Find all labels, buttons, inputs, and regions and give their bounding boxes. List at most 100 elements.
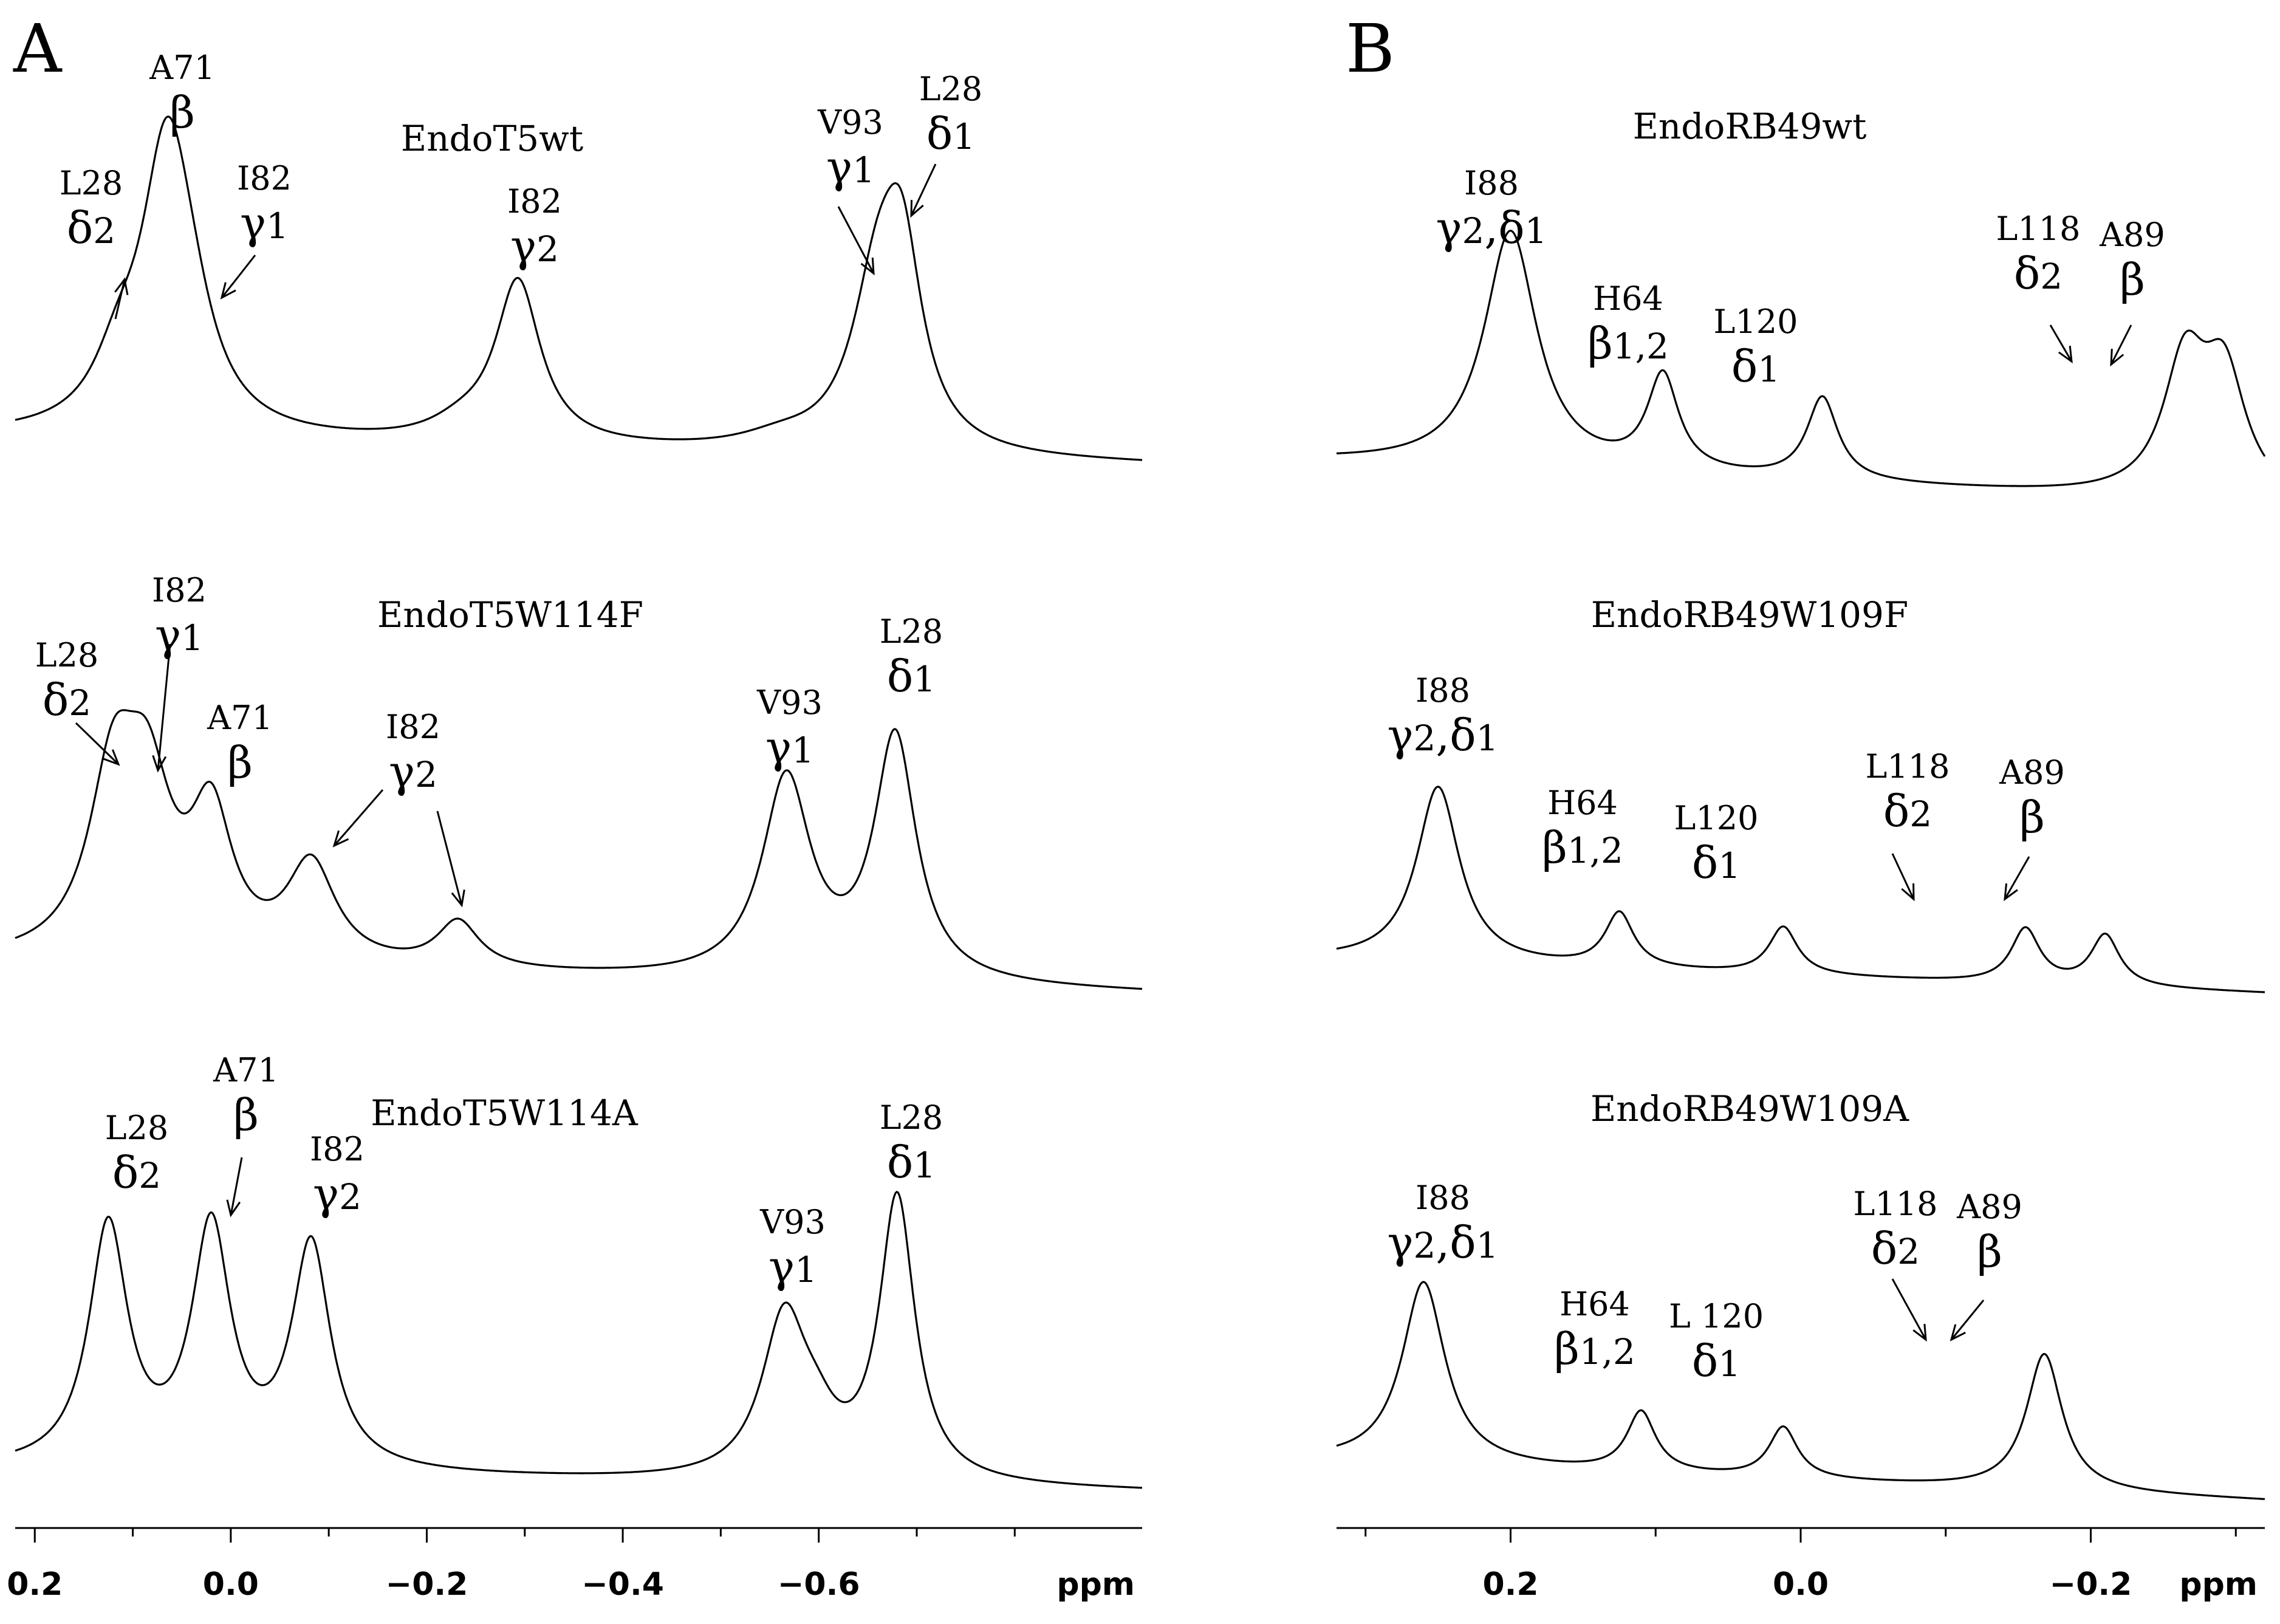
peak-atom-label: γ2,δ1 [1387, 710, 1498, 761]
peak-atom-label: β [1977, 1226, 2002, 1277]
label-arrow-head [2110, 348, 2124, 367]
peak-residue-label: H64 [1593, 279, 1663, 318]
label-arrow-head [1912, 1323, 1927, 1342]
x-tick-label: −0.4 [581, 1566, 664, 1603]
peak-atom-label: γ2 [313, 1168, 361, 1219]
peak-residue-label: L118 [1854, 1185, 1938, 1223]
label-arrow-line [1950, 1300, 1985, 1340]
label-arrow-head [2004, 883, 2018, 902]
peak-atom-label: β [227, 737, 253, 788]
peak-residue-label: A89 [1956, 1188, 2022, 1226]
panel-letter-b: B [1346, 10, 1395, 87]
x-tick-label: 0.2 [7, 1566, 63, 1603]
peak-residue-label: H64 [1547, 784, 1618, 822]
spectrum-trace [1336, 786, 2265, 993]
label-arrow-head [152, 755, 167, 773]
peak-residue-label: A89 [2099, 216, 2165, 254]
peak-atom-label: δ1 [887, 1137, 936, 1188]
label-arrow-head [860, 257, 875, 276]
peak-residue-label: L 120 [1669, 1297, 1764, 1335]
label-arrow-line [333, 789, 384, 846]
x-tick-label: −0.2 [386, 1566, 468, 1603]
peak-atom-label: β [2120, 254, 2145, 305]
peak-atom-label: δ2 [1871, 1223, 1920, 1274]
peak-residue-label: A89 [1999, 753, 2065, 792]
label-arrow-head [2058, 345, 2073, 364]
peak-residue-label: L120 [1674, 799, 1759, 837]
label-arrow-head [103, 749, 120, 766]
spectrum-title: EndoRB49W109A [1590, 1088, 1909, 1129]
spectrum-title: EndoT5W114F [377, 594, 643, 636]
label-arrow-head [220, 282, 236, 300]
spectrum-trace [1336, 230, 2266, 487]
x-tick-label: −0.2 [2050, 1566, 2132, 1603]
peak-atom-label: δ2 [112, 1147, 161, 1198]
peak-residue-label: I82 [310, 1130, 365, 1168]
peak-residue-label: L28 [880, 1098, 943, 1137]
label-arrow-head [910, 199, 924, 218]
peak-residue-label: I82 [386, 708, 440, 746]
peak-atom-label: β1,2 [1542, 822, 1623, 873]
peak-residue-label: L28 [105, 1109, 169, 1147]
peak-residue-label: L28 [35, 636, 99, 674]
peak-residue-label: A71 [213, 1051, 279, 1089]
label-arrow-line [157, 643, 171, 771]
peak-atom-label: β1,2 [1587, 318, 1669, 369]
peak-atom-label: γ1 [240, 197, 289, 248]
label-arrow-line [2110, 324, 2132, 365]
peak-atom-label: δ1 [1692, 837, 1741, 888]
label-arrow-head [226, 1199, 241, 1218]
peak-atom-label: γ2,δ1 [1436, 202, 1547, 253]
peak-atom-label: δ2 [2014, 248, 2063, 299]
peak-atom-label: δ2 [67, 202, 115, 253]
x-tick-label: 0.0 [1773, 1566, 1829, 1603]
x-tick-label: 0.2 [1482, 1566, 1538, 1603]
peak-residue-label: L118 [1866, 747, 1950, 786]
label-arrow-head [1950, 1324, 1966, 1341]
label-arrow-line [2004, 856, 2030, 900]
label-arrow-line [75, 722, 120, 766]
label-arrow-head [451, 889, 465, 908]
peak-residue-label: A71 [149, 49, 215, 87]
peak-atom-label: γ2 [389, 746, 437, 797]
spectrum-trace [1336, 1281, 2265, 1500]
peak-atom-label: β [169, 87, 195, 138]
peak-residue-label: L28 [919, 70, 983, 108]
peak-residue-label: I88 [1464, 164, 1519, 202]
panel-b-spectra: EndoRB49wtI88γ2,δ1H64β1,2L120δ1L118δ2A89… [1336, 106, 2266, 1603]
peak-residue-label: L120 [1714, 303, 1798, 341]
spectrum-trace [15, 115, 1143, 461]
label-arrow-line [114, 279, 126, 320]
panel-a-spectra: EndoT5wtL28δ2A71βI82γ1I82γ2V93γ1L28δ1End… [7, 49, 1143, 1603]
peak-residue-label: H64 [1559, 1285, 1630, 1323]
peak-atom-label: γ1 [769, 1241, 817, 1292]
peak-residue-label: L28 [880, 612, 943, 651]
peak-atom-label: δ2 [1883, 786, 1932, 837]
label-arrow-head [1901, 883, 1915, 902]
x-axis-label: ppm [2179, 1566, 2258, 1603]
peak-atom-label: γ1 [826, 142, 875, 193]
